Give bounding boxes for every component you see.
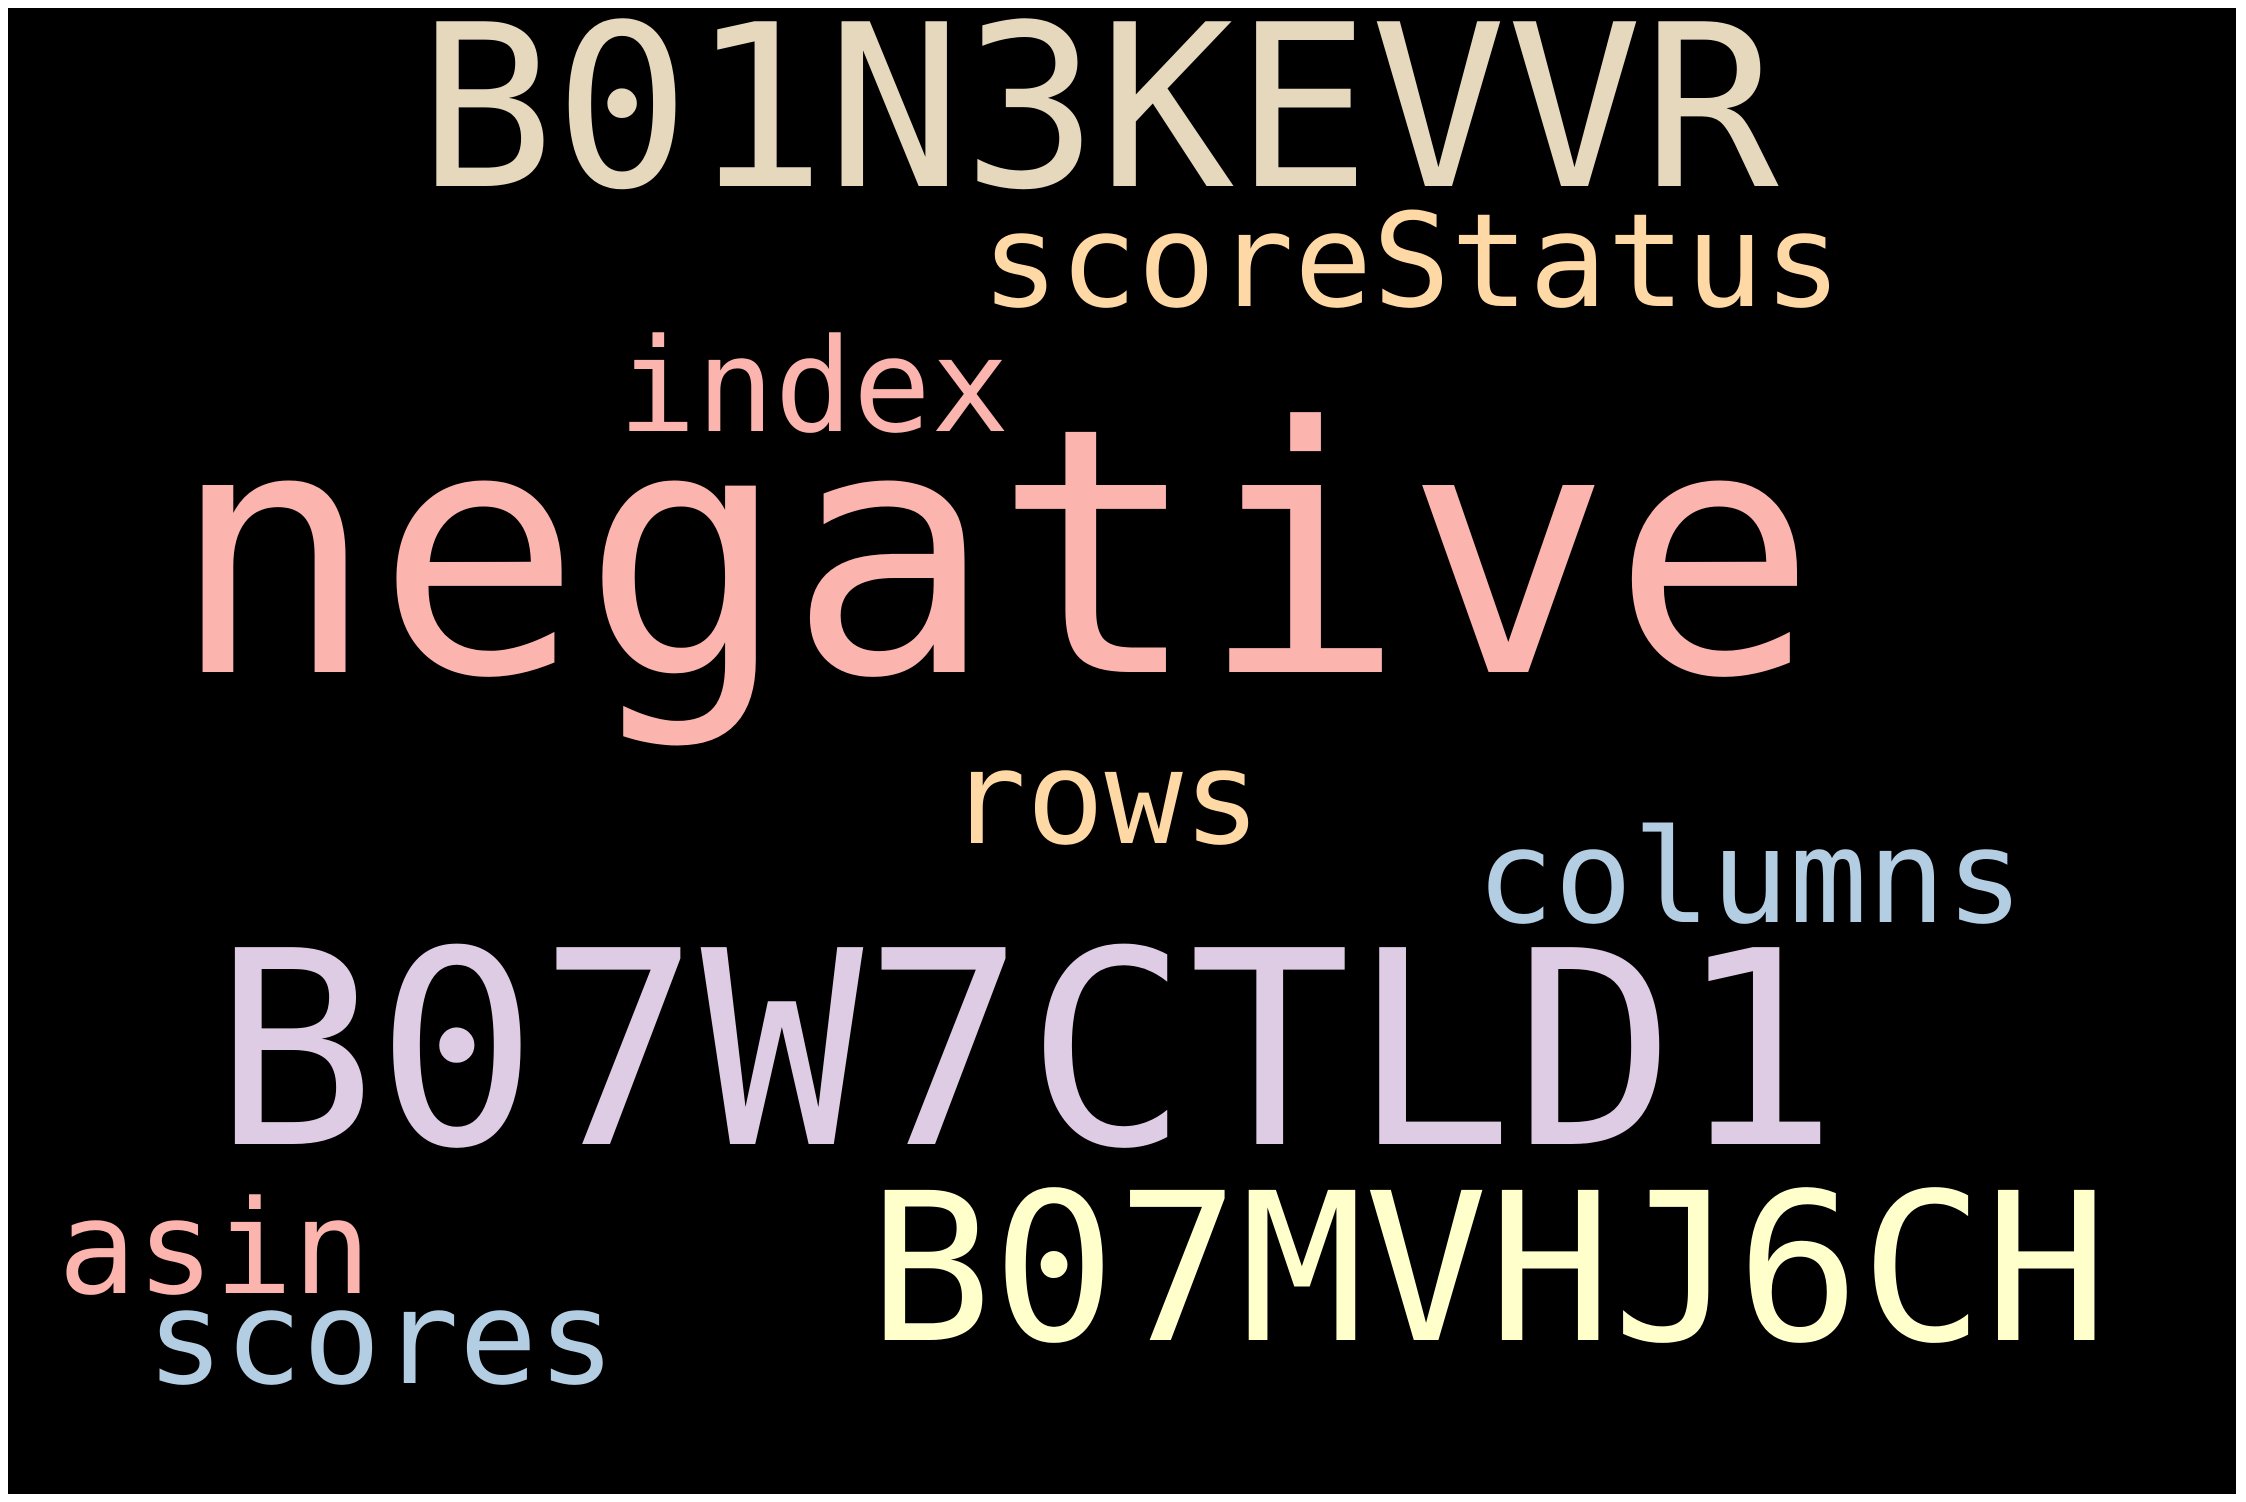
word-index: index bbox=[618, 310, 1010, 462]
word-asin: asin bbox=[58, 1172, 372, 1324]
word-scorestatus: scoreStatus bbox=[981, 185, 1842, 337]
word-b07mvhj6ch: B07MVHJ6CH bbox=[868, 1149, 2109, 1389]
word-columns: columns bbox=[1476, 801, 2024, 953]
word-cloud-canvas: negative B07W7CTLD1 B01N3KEVVR B07MVHJ6C… bbox=[8, 8, 2236, 1494]
word-scores: scores bbox=[146, 1262, 616, 1414]
word-b01n3kevvr: B01N3KEVVR bbox=[418, 8, 1779, 240]
word-rows: rows bbox=[948, 722, 1262, 874]
word-negative: negative bbox=[170, 355, 1818, 753]
word-b07w7ctld1: B07W7CTLD1 bbox=[213, 893, 1839, 1208]
